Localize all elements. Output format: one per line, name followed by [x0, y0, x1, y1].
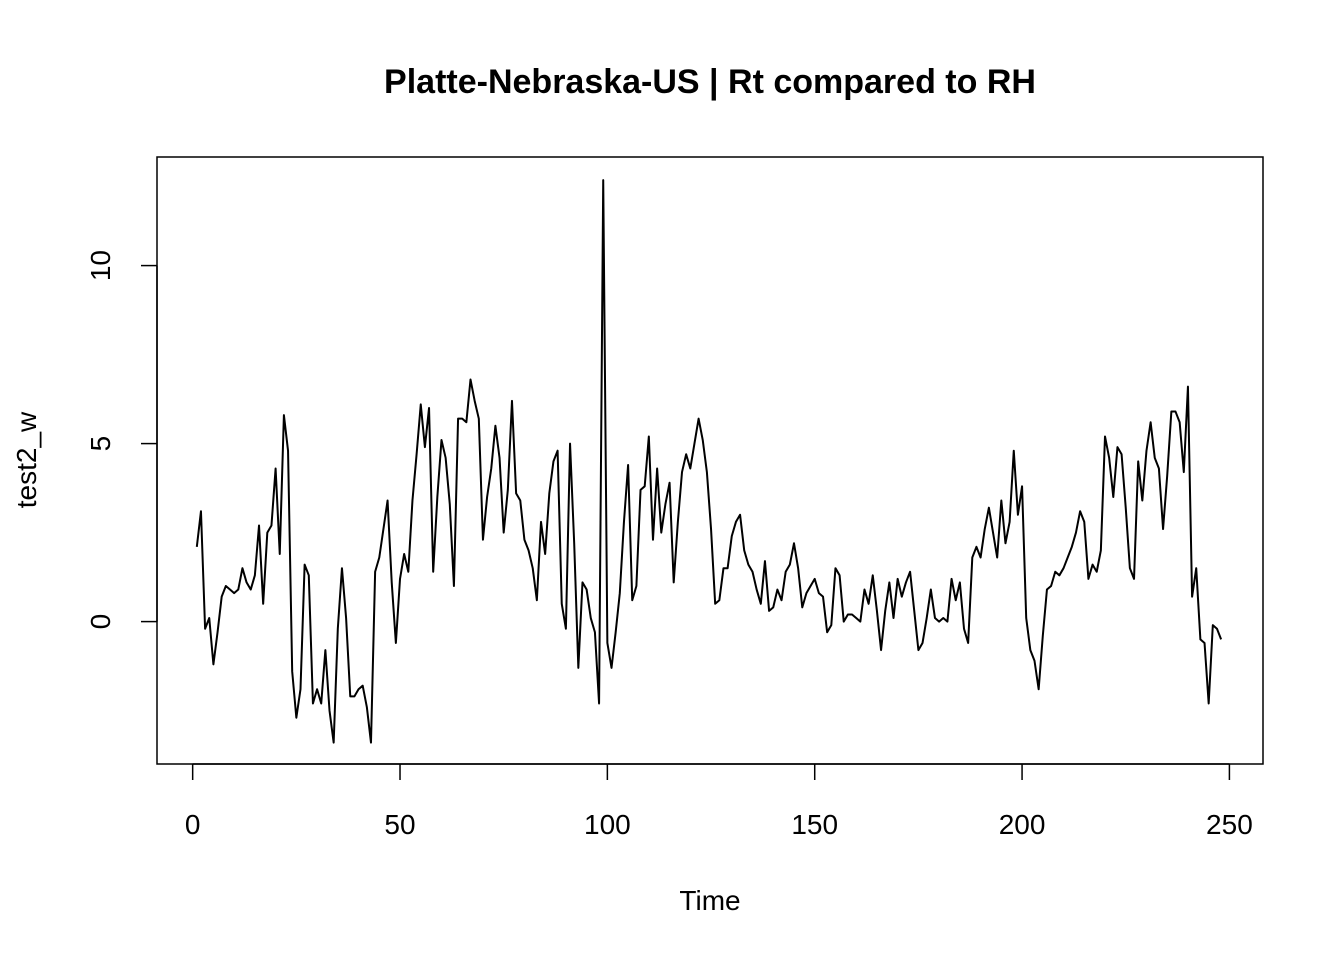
y-tick-label: 0: [85, 614, 116, 630]
chart-title: Platte-Nebraska-US | Rt compared to RH: [384, 63, 1036, 101]
y-axis-label: test2_w: [11, 411, 42, 508]
x-tick-label: 0: [185, 809, 201, 840]
x-tick-label: 250: [1206, 809, 1253, 840]
x-axis-label: Time: [679, 885, 740, 916]
series-line: [195, 179, 1223, 744]
x-tick-label: 100: [584, 809, 631, 840]
x-tick-label: 50: [384, 809, 415, 840]
x-tick-label: 200: [999, 809, 1046, 840]
x-axis: 0 50 100 150 200 250: [185, 763, 1253, 840]
y-axis: 0 5 10: [85, 250, 158, 630]
x-tick-label: 150: [791, 809, 838, 840]
y-tick-label: 10: [85, 250, 116, 281]
y-tick-label: 5: [85, 436, 116, 452]
